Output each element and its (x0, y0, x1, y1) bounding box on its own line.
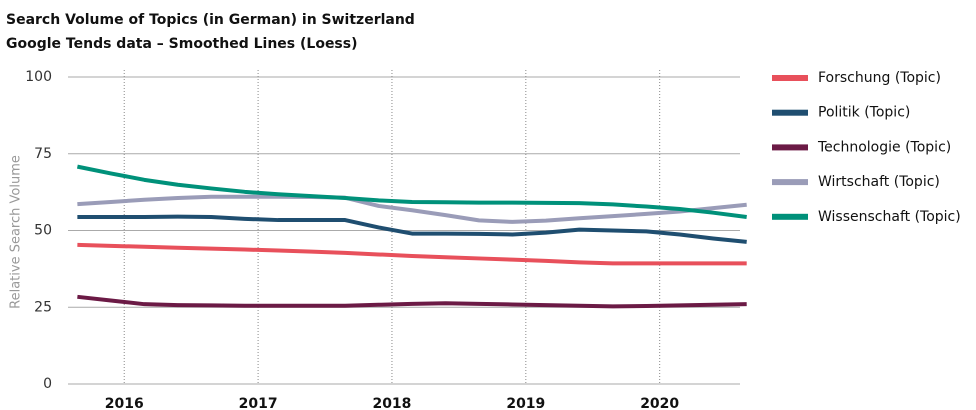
legend-label: Wissenschaft (Topic) (818, 209, 961, 225)
x-tick-label: 2017 (239, 396, 278, 410)
legend-swatch (772, 213, 808, 220)
x-tick-label: 2020 (640, 396, 679, 410)
x-tick-label: 2018 (372, 396, 411, 410)
y-axis-label: Relative Search Volume (9, 155, 24, 309)
series-line (77, 214, 747, 244)
legend-swatch (772, 179, 808, 186)
series-line (77, 194, 747, 224)
y-tick-label: 50 (34, 223, 52, 239)
y-tick-label: 0 (43, 376, 52, 392)
x-tick-label: 2016 (105, 396, 144, 410)
legend-label: Wirtschaft (Topic) (818, 174, 940, 190)
legend-swatch (772, 75, 808, 81)
chart-subtitle: Google Tends data – Smoothed Lines (Loes… (6, 36, 358, 52)
y-tick-label: 75 (34, 146, 52, 162)
legend-label: Politik (Topic) (818, 105, 910, 121)
y-tick-label: 25 (34, 299, 52, 315)
y-tick-label: 100 (25, 69, 52, 85)
chart-title: Search Volume of Topics (in German) in S… (6, 12, 415, 28)
legend-swatch (772, 109, 808, 116)
x-tick-label: 2019 (506, 396, 545, 410)
series-line (77, 294, 747, 309)
legend-swatch (772, 144, 808, 151)
series-line (76, 164, 747, 219)
series-line (77, 242, 747, 266)
legend-label: Technologie (Topic) (817, 139, 951, 155)
legend-label: Forschung (Topic) (818, 70, 941, 86)
